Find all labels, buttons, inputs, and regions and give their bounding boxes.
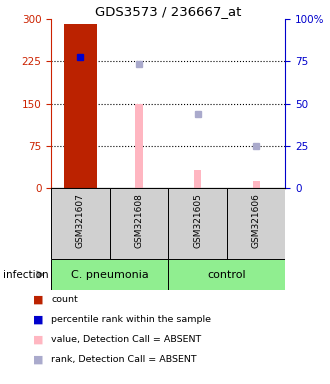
Bar bbox=[64, 24, 97, 188]
Text: GSM321607: GSM321607 bbox=[76, 193, 85, 248]
Title: GDS3573 / 236667_at: GDS3573 / 236667_at bbox=[95, 5, 242, 18]
Bar bbox=[136, 104, 143, 188]
Text: count: count bbox=[51, 295, 78, 304]
Text: control: control bbox=[208, 270, 246, 280]
Bar bbox=[168, 188, 227, 259]
Bar bbox=[253, 181, 260, 188]
Text: ■: ■ bbox=[33, 314, 44, 324]
Text: ■: ■ bbox=[33, 295, 44, 305]
Text: percentile rank within the sample: percentile rank within the sample bbox=[51, 315, 211, 324]
Bar bbox=[227, 188, 285, 259]
Bar bbox=[168, 259, 285, 290]
Text: GSM321606: GSM321606 bbox=[252, 193, 261, 248]
Bar bbox=[51, 259, 168, 290]
Text: GSM321608: GSM321608 bbox=[135, 193, 144, 248]
Bar bbox=[110, 188, 168, 259]
Text: ■: ■ bbox=[33, 354, 44, 364]
Bar bbox=[194, 170, 201, 188]
Text: GSM321605: GSM321605 bbox=[193, 193, 202, 248]
Text: infection: infection bbox=[3, 270, 49, 280]
Bar bbox=[51, 188, 110, 259]
Text: value, Detection Call = ABSENT: value, Detection Call = ABSENT bbox=[51, 335, 201, 344]
Text: C. pneumonia: C. pneumonia bbox=[71, 270, 148, 280]
Text: rank, Detection Call = ABSENT: rank, Detection Call = ABSENT bbox=[51, 355, 197, 364]
Text: ■: ■ bbox=[33, 334, 44, 344]
